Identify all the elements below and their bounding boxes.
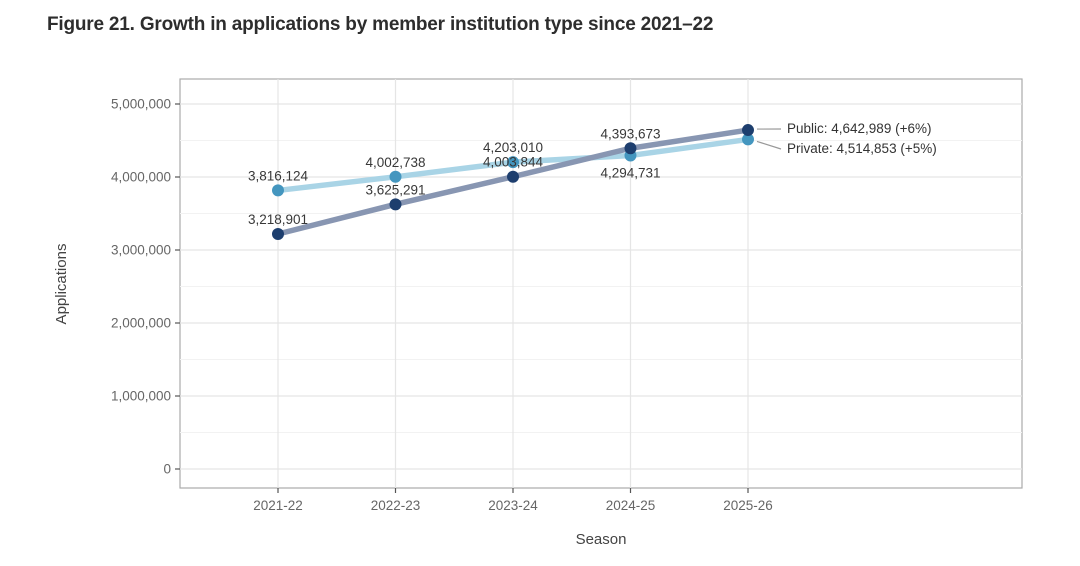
data-label: 4,002,738 <box>365 155 425 170</box>
data-point-public <box>507 170 519 183</box>
x-axis-title: Season <box>576 531 627 548</box>
x-tick-label: 2023-24 <box>488 498 538 513</box>
annotation-private: Private: 4,514,853 (+5%) <box>787 141 937 156</box>
y-tick-label: 5,000,000 <box>111 97 171 112</box>
data-point-private <box>742 133 754 146</box>
data-label: 4,393,673 <box>600 126 660 141</box>
data-point-private <box>507 156 519 169</box>
y-tick-label: 3,000,000 <box>111 243 171 258</box>
plot-panel <box>179 78 1023 489</box>
data-label: 3,218,901 <box>248 212 308 227</box>
y-tick-label: 1,000,000 <box>111 389 171 404</box>
data-label: 3,816,124 <box>248 168 309 183</box>
y-tick-label: 4,000,000 <box>111 170 171 185</box>
data-point-private <box>389 170 402 183</box>
x-tick-label: 2022-23 <box>371 498 421 513</box>
data-point-public <box>624 142 637 155</box>
x-tick-label: 2024-25 <box>606 498 656 513</box>
data-point-public <box>742 124 754 137</box>
y-tick-label: 0 <box>163 462 171 477</box>
x-tick-label: 2025-26 <box>723 498 773 513</box>
y-tick-label: 2,000,000 <box>111 316 171 331</box>
figure-title: Figure 21. Growth in applications by mem… <box>47 14 714 35</box>
data-point-public <box>272 228 284 241</box>
data-label: 4,294,731 <box>600 165 660 180</box>
x-tick-label: 2021-22 <box>253 498 303 513</box>
leader-line <box>756 140 782 150</box>
data-label: 3,625,291 <box>365 182 425 197</box>
data-label: 4,003,844 <box>483 155 544 170</box>
data-point-public <box>389 198 402 211</box>
annotation-public: Public: 4,642,989 (+6%) <box>787 121 931 136</box>
data-point-private <box>272 184 284 197</box>
data-label: 4,203,010 <box>483 140 543 155</box>
y-axis-title: Applications <box>53 244 70 325</box>
